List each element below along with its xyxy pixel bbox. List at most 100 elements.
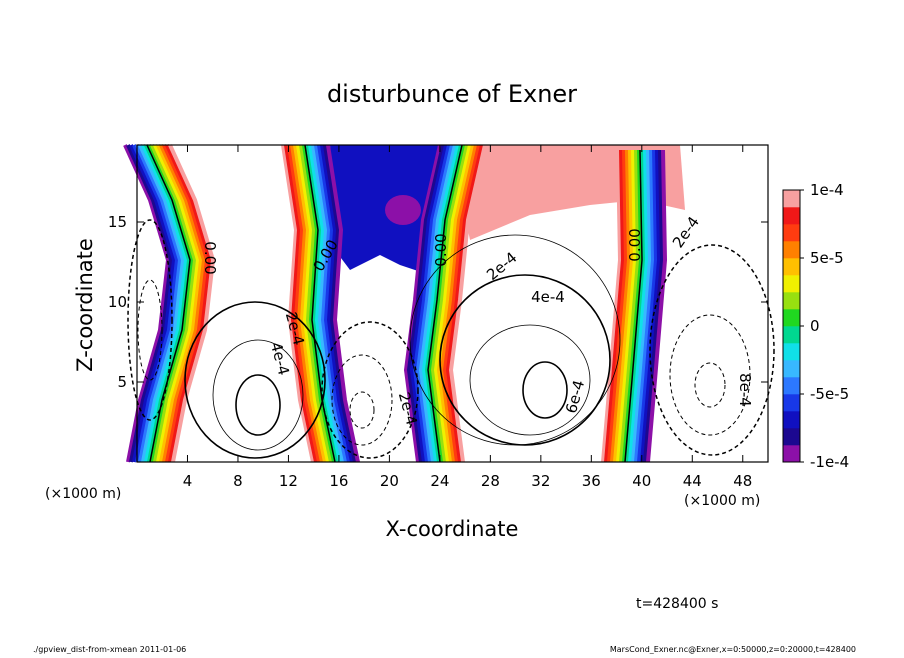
colorbar-swatch [783, 275, 800, 293]
x-tick-label: 32 [531, 472, 550, 490]
x-axis-label: X-coordinate [386, 517, 519, 541]
field-band [601, 149, 623, 463]
field-band [132, 144, 180, 463]
field-band [162, 144, 210, 463]
colorbar-swatch [783, 224, 800, 242]
field-band [610, 149, 632, 463]
field-band [448, 144, 487, 463]
annotation: t=428400 s [636, 596, 718, 612]
field-band [433, 144, 472, 463]
y-tick-label: 15 [108, 213, 127, 231]
field-band [317, 144, 351, 463]
field-band [287, 144, 321, 463]
field-band [296, 144, 330, 463]
colorbar-swatch [783, 428, 800, 446]
colorbar-swatch [783, 190, 800, 208]
contour-label: 0.00 [432, 233, 450, 266]
field-band [637, 149, 659, 463]
y-tick-label: 10 [108, 293, 127, 311]
field [123, 144, 685, 463]
colorbar-swatch [783, 207, 800, 225]
x-tick-label: 24 [430, 472, 449, 490]
field-band [320, 144, 354, 463]
x-tick-label: 40 [632, 472, 651, 490]
x-tick-label: 4 [183, 472, 193, 490]
field-band [299, 144, 333, 463]
field-band [168, 144, 216, 463]
field-band [616, 149, 638, 463]
field-band [625, 149, 647, 463]
field-band [424, 144, 463, 463]
y-tick-label: 5 [117, 373, 127, 391]
field-band [430, 144, 469, 463]
field-band [643, 149, 665, 463]
x-tick-label: 8 [233, 472, 243, 490]
colorbar-swatch [783, 258, 800, 276]
field-band [427, 144, 466, 463]
x-tick-label: 20 [380, 472, 399, 490]
field-band [409, 144, 448, 463]
field-band [628, 149, 650, 463]
field-band [302, 144, 336, 463]
field-band [311, 144, 345, 463]
field-band [141, 144, 189, 463]
field-band [326, 144, 360, 463]
colorbar-swatch [783, 343, 800, 361]
field-band [150, 144, 198, 463]
field-band [129, 144, 177, 463]
colorbar-tick-label: 1e-4 [810, 181, 844, 199]
field-band [147, 144, 195, 463]
colorbar-swatch [783, 292, 800, 310]
colorbar-swatch [783, 377, 800, 395]
field-band [646, 149, 668, 463]
x-tick-label: 16 [329, 472, 348, 490]
contour-label: 4e-4 [531, 288, 565, 306]
field-band [622, 149, 644, 463]
zero-contour [427, 144, 463, 463]
contour-lines [127, 219, 775, 459]
field-band [619, 149, 641, 463]
field-band [442, 144, 481, 463]
field-band [135, 144, 183, 463]
field-band [613, 149, 635, 463]
x-unit-label: (×1000 m) [684, 493, 760, 509]
contour-label: 0.00 [201, 241, 219, 274]
field-band [293, 144, 327, 463]
contour-label: 4e-4 [267, 340, 293, 377]
colorbar-swatch [783, 411, 800, 429]
field-band [305, 144, 339, 463]
x-tick-label: 28 [481, 472, 500, 490]
y-axis-label: Z-coordinate [73, 238, 97, 372]
field-band [415, 144, 454, 463]
footer-left: ./gpview_dist-from-xmean 2011-01-06 [33, 645, 186, 654]
field-band [607, 149, 629, 463]
field-band [281, 144, 315, 463]
colorbar-swatch [783, 445, 800, 463]
field-band [412, 144, 451, 463]
negative-region [385, 195, 421, 225]
x-tick-label: 36 [582, 472, 601, 490]
chart-title: disturbunce of Exner [327, 80, 577, 108]
field-band [439, 144, 478, 463]
contour-label: 8e-4 [736, 373, 754, 407]
footer-right: MarsCond_Exner.nc@Exner,x=0:50000,z=0:20… [610, 645, 856, 654]
field-band [284, 144, 318, 463]
field-band [421, 144, 460, 463]
field-band [323, 144, 357, 463]
colorbar-tick-label: 0 [810, 317, 820, 335]
colorbar-swatch [783, 309, 800, 327]
field-band [445, 144, 484, 463]
field-band [165, 144, 213, 463]
x-tick-label: 44 [683, 472, 702, 490]
field-band [138, 144, 186, 463]
contour-label: 2e-4 [669, 213, 703, 251]
field-band [634, 149, 656, 463]
x-unit-label: (×1000 m) [45, 486, 121, 502]
contour-labels: 0.00 0.00 0.00 0.00 2e-4 4e-4 2e-4 2e-4 … [201, 213, 754, 427]
field-band [123, 144, 171, 463]
contour-label: 0.00 [626, 228, 644, 261]
field-band [631, 149, 653, 463]
colorbar-swatch [783, 394, 800, 412]
colorbar-swatch [783, 241, 800, 259]
